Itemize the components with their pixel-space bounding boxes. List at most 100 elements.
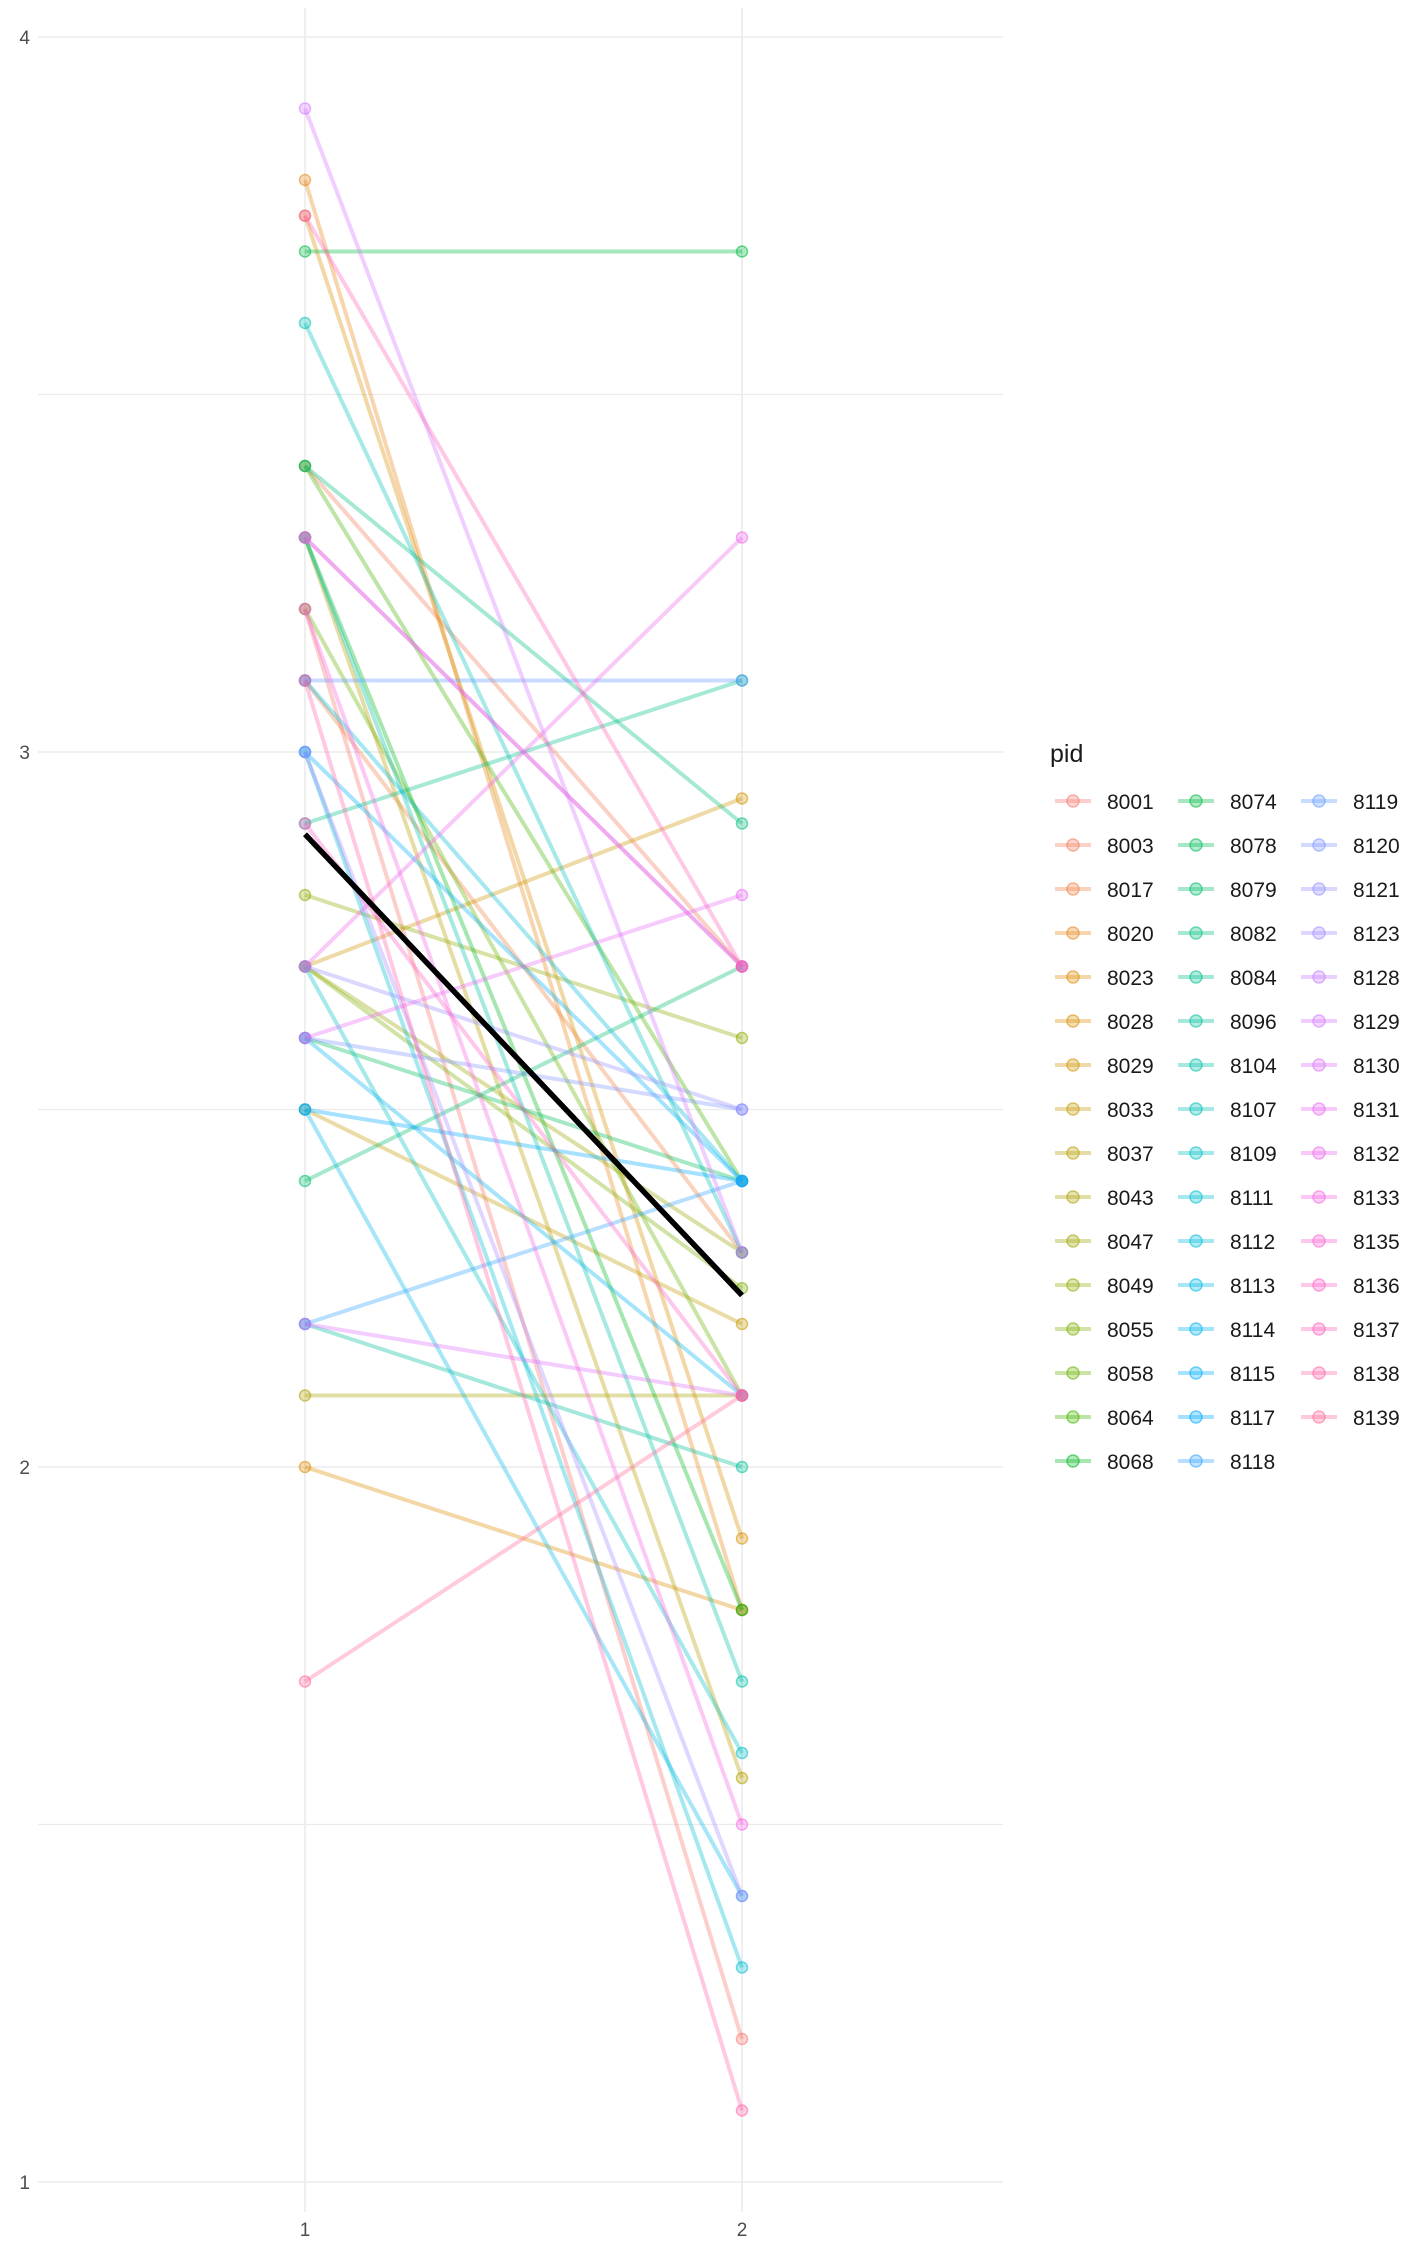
series-8055 (298, 960, 749, 1295)
legend-key-point (1312, 1190, 1326, 1204)
legend-label: 8130 (1353, 1055, 1400, 1078)
series-8136 (298, 817, 749, 1402)
legend-entry-8128: 8128 (1301, 967, 1400, 990)
point-8129-2 (735, 1246, 749, 1259)
legend-label: 8078 (1230, 835, 1277, 858)
legend-label: 8128 (1353, 967, 1400, 990)
legend-label: 8136 (1353, 1275, 1400, 1298)
series-line-8120 (304, 1036, 743, 1112)
legend-key-point (1066, 1410, 1080, 1424)
legend: pid 8001 8003 8017 8020 8023 8028 8029 8033 8037… (1050, 740, 1400, 1474)
legend-key-point (1312, 970, 1326, 984)
legend-label: 8064 (1107, 1407, 1154, 1430)
legend-label: 8123 (1353, 923, 1400, 946)
series-line-8139 (303, 1393, 744, 1684)
point-8129-1 (298, 102, 312, 115)
legend-entry-8029: 8029 (1055, 1055, 1154, 1078)
series-lines (298, 102, 749, 2117)
series-8107 (298, 316, 749, 1259)
legend-label: 8117 (1230, 1407, 1275, 1430)
point-8138-2 (735, 2104, 749, 2117)
legend-entry-8064: 8064 (1055, 1407, 1154, 1430)
point-8135-1 (298, 531, 312, 544)
legend-key-point (1312, 1234, 1326, 1248)
legend-key-point (1312, 1014, 1326, 1028)
point-8123-2 (735, 1889, 749, 1903)
legend-entry-8082: 8082 (1178, 923, 1277, 946)
legend-key-point (1189, 970, 1203, 984)
legend-entry-8135: 8135 (1301, 1231, 1400, 1254)
legend-label: 8028 (1107, 1011, 1154, 1034)
legend-entry-8023: 8023 (1055, 967, 1154, 990)
legend-entry-8139: 8139 (1301, 1407, 1400, 1430)
point-8121-2 (735, 1103, 749, 1116)
legend-entry-8130: 8130 (1301, 1055, 1400, 1078)
point-8107-1 (298, 316, 312, 330)
series-line-8029 (304, 796, 743, 969)
legend-label: 8138 (1353, 1363, 1400, 1386)
series-line-8115 (303, 750, 744, 1183)
legend-entry-8020: 8020 (1055, 923, 1154, 946)
legend-key-point (1312, 1410, 1326, 1424)
legend-key-point (1066, 838, 1080, 852)
point-8074-1 (298, 245, 312, 258)
series-line-8109 (303, 965, 744, 1754)
point-8118-2 (735, 1174, 749, 1188)
series-8139 (298, 1389, 749, 1688)
legend-key-point (1066, 1102, 1080, 1116)
point-8104-2 (735, 1675, 749, 1688)
legend-entry-8074: 8074 (1178, 791, 1277, 814)
series-8113 (298, 1103, 749, 1903)
series-line-8131 (304, 893, 743, 1040)
series-8131 (298, 888, 749, 1045)
series-line-8112 (303, 679, 744, 1183)
y-tick-label-3: 3 (19, 743, 30, 764)
legend-entry-8058: 8058 (1055, 1363, 1154, 1386)
series-line-8136 (303, 822, 744, 1397)
legend-entry-8078: 8078 (1178, 835, 1277, 858)
point-8119-2 (735, 674, 749, 687)
legend-label: 8084 (1230, 967, 1277, 990)
legend-label: 8114 (1230, 1319, 1275, 1342)
mean-line (303, 832, 744, 1298)
legend-key-point (1066, 1146, 1080, 1160)
point-8074-2 (735, 245, 749, 258)
series-line-8117 (304, 1107, 743, 1183)
legend-entry-8068: 8068 (1055, 1451, 1154, 1474)
series-line-8033 (304, 1107, 743, 1326)
legend-entry-8121: 8121 (1301, 879, 1400, 902)
point-8028-2 (735, 1532, 749, 1545)
legend-entry-8043: 8043 (1055, 1187, 1154, 1210)
legend-entry-8028: 8028 (1055, 1011, 1154, 1034)
legend-label: 8023 (1107, 967, 1154, 990)
legend-entry-8047: 8047 (1055, 1231, 1154, 1254)
point-8139-2 (735, 1389, 749, 1402)
series-8047 (298, 960, 749, 1259)
legend-entry-8096: 8096 (1178, 1011, 1277, 1034)
series-8058 (298, 602, 749, 1402)
legend-label: 8133 (1353, 1187, 1400, 1210)
series-line-8003 (303, 464, 744, 968)
point-8131-2 (735, 888, 749, 902)
series-line-8130 (304, 1322, 743, 1398)
legend-entry-8132: 8132 (1301, 1143, 1400, 1166)
legend-label: 8037 (1107, 1143, 1154, 1166)
series-line-8037 (303, 536, 744, 1779)
series-line-8137 (303, 214, 744, 968)
legend-label: 8029 (1107, 1055, 1154, 1078)
legend-key-point (1189, 1234, 1203, 1248)
series-8118 (298, 1174, 749, 1331)
legend-label: 8120 (1353, 835, 1400, 858)
legend-label: 8033 (1107, 1099, 1154, 1122)
legend-key-point (1189, 882, 1203, 896)
legend-entry-8055: 8055 (1055, 1319, 1154, 1342)
legend-key-point (1066, 794, 1080, 808)
legend-key-point (1312, 1322, 1326, 1336)
legend-entry-8003: 8003 (1055, 835, 1154, 858)
x-tick-label-2: 2 (737, 2220, 748, 2241)
series-8029 (298, 792, 749, 973)
legend-entry-8084: 8084 (1178, 967, 1277, 990)
axis-tick-labels: 1 2 3 4 1 2 (19, 28, 747, 2241)
point-8023-1 (298, 1460, 312, 1474)
